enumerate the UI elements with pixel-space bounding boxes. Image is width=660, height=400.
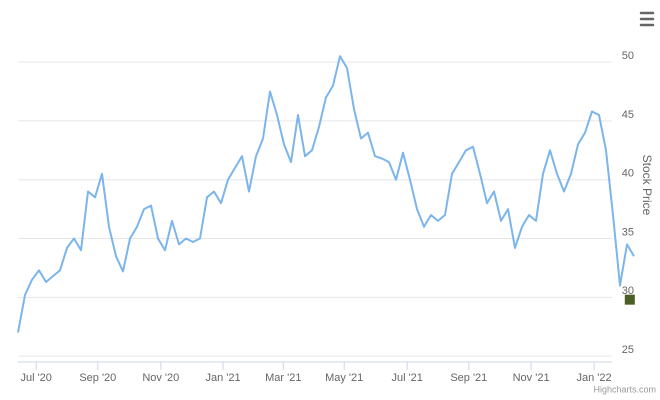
x-tick-label: Jul '21 — [391, 372, 422, 384]
x-tick-label: Nov '21 — [513, 372, 550, 384]
price-line — [17, 55, 635, 333]
x-tick-label: Mar '21 — [265, 372, 301, 384]
y-tick-label: 30 — [622, 285, 634, 297]
menu-button[interactable] — [634, 8, 658, 30]
x-tick-label: Jan '22 — [577, 372, 612, 384]
x-tick-label: Sep '21 — [450, 372, 487, 384]
y-tick-label: 50 — [622, 50, 634, 62]
marker — [624, 294, 635, 305]
y-tick-label: 35 — [622, 226, 634, 238]
y-tick-label: 25 — [622, 344, 634, 356]
x-tick-label: Sep '20 — [79, 372, 116, 384]
y-axis-title: Stock Price — [640, 155, 654, 216]
x-tick-label: May '21 — [325, 372, 363, 384]
x-tick-label: Jul '20 — [20, 372, 51, 384]
y-tick-label: 45 — [622, 109, 634, 121]
x-tick-label: Jan '21 — [206, 372, 241, 384]
x-tick-label: Nov '20 — [142, 372, 179, 384]
y-tick-label: 40 — [622, 168, 634, 180]
credits[interactable]: Highcharts.com — [593, 384, 656, 394]
